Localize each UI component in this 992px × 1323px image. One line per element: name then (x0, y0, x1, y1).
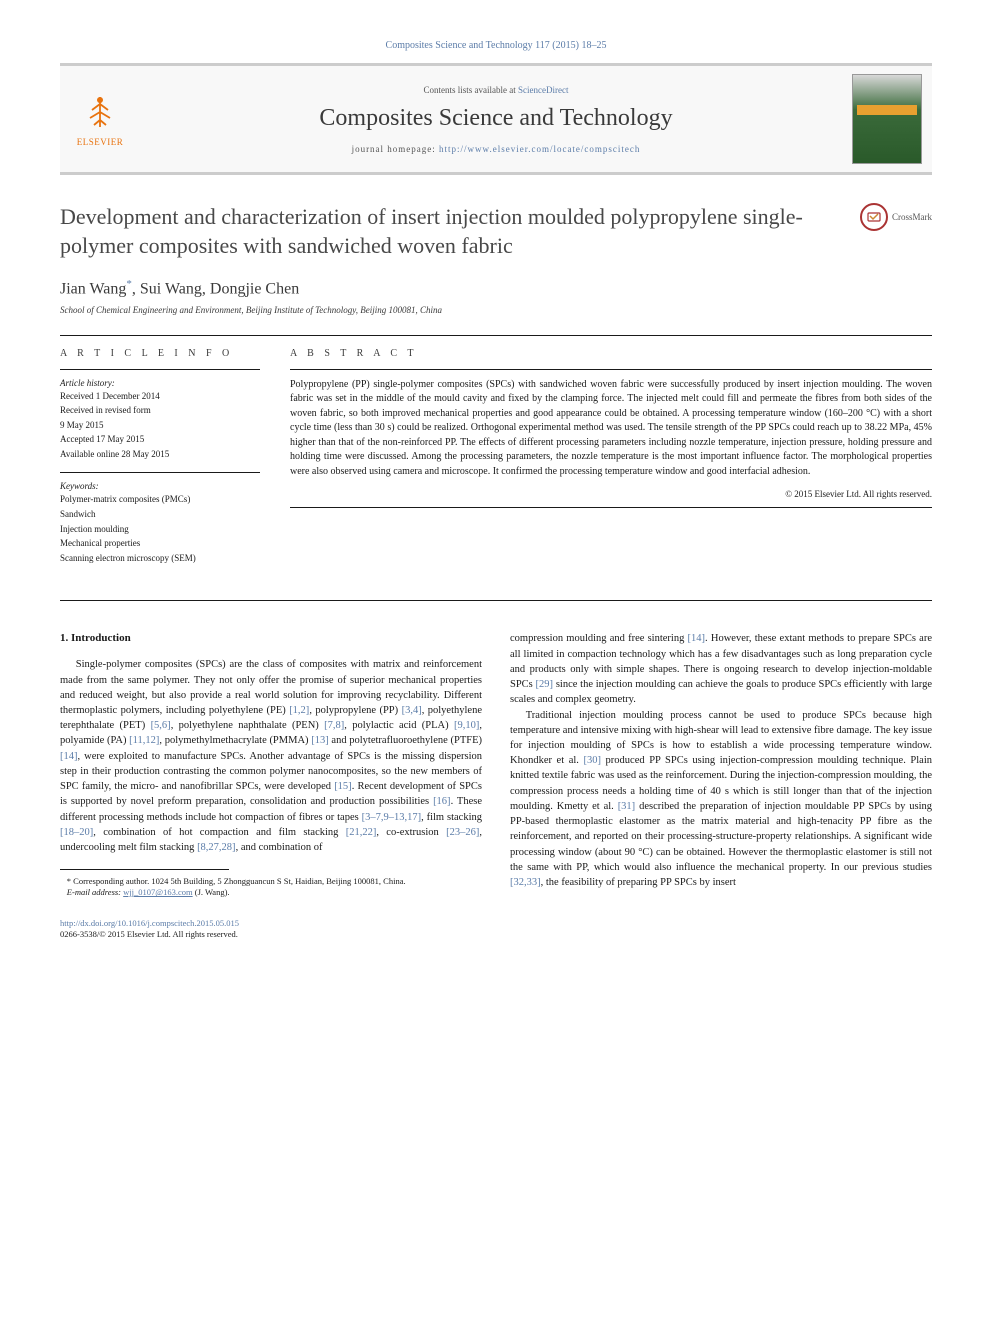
ref-link[interactable]: [7,8] (324, 720, 344, 731)
elsevier-label: ELSEVIER (68, 137, 132, 147)
article-info-sidebar: A R T I C L E I N F O Article history: R… (60, 348, 260, 577)
ref-link[interactable]: [9,10] (454, 720, 479, 731)
journal-homepage: journal homepage: http://www.elsevier.co… (140, 144, 852, 154)
body-paragraph: Traditional injection moulding process c… (510, 708, 932, 891)
body-paragraph: Single-polymer composites (SPCs) are the… (60, 657, 482, 855)
crossmark-label: CrossMark (892, 212, 932, 222)
homepage-link[interactable]: http://www.elsevier.com/locate/compscite… (439, 144, 640, 154)
abstract-text: Polypropylene (PP) single-polymer compos… (290, 378, 932, 480)
citation-line: Composites Science and Technology 117 (2… (60, 40, 932, 51)
abstract-divider (290, 369, 932, 370)
crossmark-badge[interactable]: CrossMark (860, 203, 932, 231)
article-title: Development and characterization of inse… (60, 203, 840, 260)
keyword: Mechanical properties (60, 537, 260, 550)
ref-link[interactable]: [18–20] (60, 827, 93, 838)
history-line: Accepted 17 May 2015 (60, 433, 260, 446)
info-divider (60, 369, 260, 370)
ref-link[interactable]: [3,4] (402, 705, 422, 716)
body-columns: 1. Introduction Single-polymer composite… (60, 631, 932, 940)
keyword: Sandwich (60, 508, 260, 521)
contents-prefix: Contents lists available at (424, 85, 518, 95)
column-left: 1. Introduction Single-polymer composite… (60, 631, 482, 940)
history-line: 9 May 2015 (60, 419, 260, 432)
column-right: compression moulding and free sintering … (510, 631, 932, 940)
authors: Jian Wang*, Sui Wang, Dongjie Chen (60, 278, 932, 298)
history-line: Received in revised form (60, 404, 260, 417)
email-footnote: E-mail address: wjj_0107@163.com (J. Wan… (60, 887, 482, 898)
copyright-line: © 2015 Elsevier Ltd. All rights reserved… (290, 489, 932, 499)
ref-link[interactable]: [30] (583, 755, 601, 766)
affiliation: School of Chemical Engineering and Envir… (60, 305, 932, 315)
issn-line: 0266-3538/© 2015 Elsevier Ltd. All right… (60, 929, 238, 939)
elsevier-tree-icon (68, 92, 132, 137)
history-line: Available online 28 May 2015 (60, 448, 260, 461)
ref-link[interactable]: [23–26] (446, 827, 479, 838)
section-1-heading: 1. Introduction (60, 631, 482, 647)
ref-link[interactable]: [29] (536, 679, 554, 690)
ref-link[interactable]: [13] (311, 735, 329, 746)
doi-link[interactable]: http://dx.doi.org/10.1016/j.compscitech.… (60, 918, 239, 928)
history-label: Article history: (60, 378, 260, 388)
article-info-heading: A R T I C L E I N F O (60, 348, 260, 359)
author-1: Jian Wang (60, 281, 126, 298)
ref-link[interactable]: [5,6] (151, 720, 171, 731)
info-divider (60, 472, 260, 473)
sciencedirect-link[interactable]: ScienceDirect (518, 85, 568, 95)
ref-link[interactable]: [8,27,28] (197, 842, 236, 853)
abstract-heading: A B S T R A C T (290, 348, 932, 359)
footer-meta: http://dx.doi.org/10.1016/j.compscitech.… (60, 918, 482, 940)
email-label: E-mail address: (67, 887, 123, 897)
journal-cover-thumbnail (852, 74, 922, 164)
email-suffix: (J. Wang). (193, 887, 230, 897)
journal-header: ELSEVIER Contents lists available at Sci… (60, 63, 932, 175)
keyword: Polymer-matrix composites (PMCs) (60, 493, 260, 506)
body-paragraph: compression moulding and free sintering … (510, 631, 932, 707)
footnote-divider (60, 869, 229, 870)
keyword: Injection moulding (60, 523, 260, 536)
ref-link[interactable]: [11,12] (129, 735, 159, 746)
ref-link[interactable]: [14] (688, 633, 706, 644)
crossmark-icon (860, 203, 888, 231)
corresponding-footnote: * Corresponding author. 1024 5th Buildin… (60, 876, 482, 887)
authors-rest: , Sui Wang, Dongjie Chen (132, 281, 299, 298)
body-divider (60, 600, 932, 601)
homepage-prefix: journal homepage: (352, 144, 439, 154)
email-link[interactable]: wjj_0107@163.com (123, 887, 192, 897)
journal-name: Composites Science and Technology (140, 105, 852, 132)
keyword: Scanning electron microscopy (SEM) (60, 552, 260, 565)
ref-link[interactable]: [14] (60, 751, 78, 762)
history-line: Received 1 December 2014 (60, 390, 260, 403)
ref-link[interactable]: [3–7,9–13,17] (362, 812, 422, 823)
elsevier-logo: ELSEVIER (60, 92, 140, 147)
ref-link[interactable]: [32,33] (510, 877, 541, 888)
ref-link[interactable]: [31] (618, 801, 636, 812)
keywords-label: Keywords: (60, 481, 260, 491)
ref-link[interactable]: [1,2] (289, 705, 309, 716)
contents-available: Contents lists available at ScienceDirec… (140, 85, 852, 95)
abstract-block: A B S T R A C T Polypropylene (PP) singl… (290, 348, 932, 577)
ref-link[interactable]: [21,22] (346, 827, 377, 838)
ref-link[interactable]: [15] (334, 781, 352, 792)
ref-link[interactable]: [16] (433, 796, 451, 807)
abstract-bottom-divider (290, 507, 932, 508)
section-divider (60, 335, 932, 336)
